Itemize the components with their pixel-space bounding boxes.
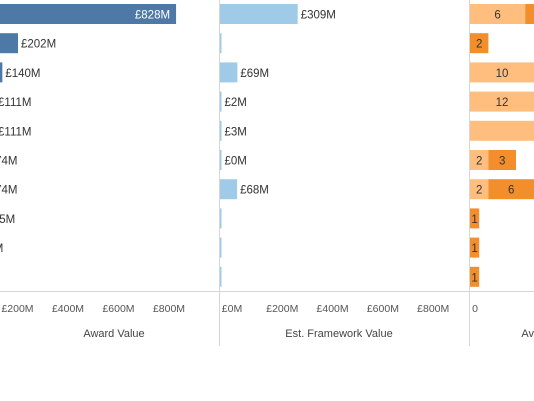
award-value-label: £65M xyxy=(0,214,15,226)
count-bar-light xyxy=(470,150,489,170)
award-value-label: £18M xyxy=(0,243,3,255)
count-bar-dark xyxy=(488,150,516,170)
award-value-bar xyxy=(0,62,3,83)
count-bar-light xyxy=(470,4,526,24)
award-value-label: £111M xyxy=(0,126,31,138)
award-value-tick-label: £800M xyxy=(153,303,185,315)
count-bar-label: 10 xyxy=(496,68,509,80)
framework-value-tick-label: £0M xyxy=(222,303,242,315)
count-bar-label: 12 xyxy=(496,97,509,109)
award-value-axis-title: Award Value xyxy=(83,328,144,340)
framework-value-tick-label: £200M xyxy=(266,303,298,315)
count-bar-dark xyxy=(525,4,534,24)
count-bar-dark xyxy=(470,237,480,258)
framework-value-bar xyxy=(220,179,238,200)
framework-value-bar xyxy=(220,266,222,287)
award-value-label: £74M xyxy=(0,185,17,197)
framework-value-label: £3M xyxy=(225,126,247,138)
framework-value-tick-label: £800M xyxy=(417,303,449,315)
framework-value-bar xyxy=(220,62,238,83)
framework-value-bar xyxy=(220,33,222,54)
count-bar-dark xyxy=(470,208,480,229)
framework-value-label: £0M xyxy=(225,156,247,168)
count-bar-label: 6 xyxy=(494,10,500,22)
count-bar-dark xyxy=(470,266,480,287)
framework-value-label: £68M xyxy=(240,185,269,197)
award-value-label: £140M xyxy=(5,68,40,80)
award-value-bar xyxy=(0,33,19,54)
count-bar-label: 2 xyxy=(476,156,482,168)
count-bar-light xyxy=(470,62,534,83)
framework-value-bar xyxy=(220,120,222,141)
count-tick-label: 0 xyxy=(472,303,478,315)
framework-value-bar xyxy=(220,91,222,112)
award-value-label: £828M xyxy=(135,10,170,22)
framework-value-label: £2M xyxy=(225,97,247,109)
framework-value-bar xyxy=(220,150,222,170)
count-bar-light xyxy=(470,120,534,141)
count-bar-label: 1 xyxy=(471,214,477,226)
count-bar-label: 2 xyxy=(476,39,482,51)
framework-value-axis-title: Est. Framework Value xyxy=(285,328,392,340)
award-value-label: £74M xyxy=(0,156,17,168)
framework-value-label: £69M xyxy=(240,68,269,80)
count-bar-dark xyxy=(488,179,534,200)
count-axis-title: Av xyxy=(521,328,534,340)
award-value-tick-label: £400M xyxy=(52,303,84,315)
count-bar-label: 1 xyxy=(471,243,477,255)
award-value-tick-label: £200M xyxy=(1,303,33,315)
framework-value-bar xyxy=(220,237,222,258)
award-value-bar xyxy=(0,4,177,24)
framework-value-bar xyxy=(220,208,222,229)
count-bar-label: 6 xyxy=(508,185,514,197)
count-bar-label: 1 xyxy=(471,272,477,284)
count-bar-dark xyxy=(470,33,489,54)
framework-value-tick-label: £400M xyxy=(317,303,349,315)
count-bar-light xyxy=(470,179,489,200)
award-value-label: £202M xyxy=(21,39,56,51)
count-bar-label: 3 xyxy=(499,156,505,168)
award-value-label: £111M xyxy=(0,97,31,109)
framework-value-label: £309M xyxy=(301,10,336,22)
award-value-tick-label: £600M xyxy=(102,303,134,315)
count-bar-label: 2 xyxy=(476,185,482,197)
framework-value-tick-label: £600M xyxy=(367,303,399,315)
framework-value-bar xyxy=(220,4,298,24)
count-bar-light xyxy=(470,91,534,112)
